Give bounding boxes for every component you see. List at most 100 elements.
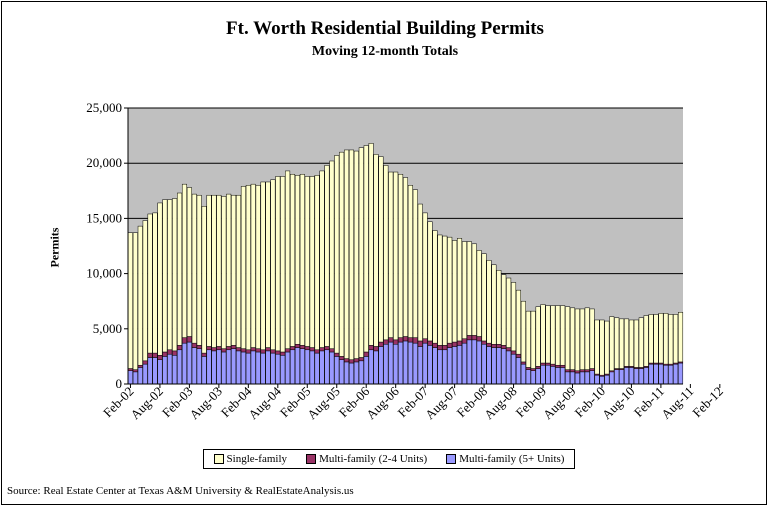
bar-single-family <box>211 194 217 348</box>
bar-mf-2-4 <box>442 345 448 351</box>
bar-single-family <box>506 277 512 348</box>
bar-single-family <box>275 176 281 352</box>
bar-mf-2-4 <box>383 339 389 345</box>
bar-mf-2-4 <box>491 344 497 348</box>
bar-single-family <box>226 193 232 347</box>
bar-single-family <box>240 186 246 349</box>
bar-mf-2-4 <box>550 363 556 367</box>
bar-single-family <box>388 171 394 338</box>
bar-mf-5plus <box>236 350 242 385</box>
bar-single-family <box>329 160 335 349</box>
bar-mf-5plus <box>132 371 138 385</box>
bar-mf-5plus <box>398 341 404 385</box>
bar-mf-5plus <box>579 371 585 385</box>
bar-mf-5plus <box>530 370 536 385</box>
bar-mf-2-4 <box>260 349 266 354</box>
bar-single-family <box>324 165 330 347</box>
bar-single-family <box>236 194 242 348</box>
bar-mf-5plus <box>550 366 556 385</box>
bar-single-family <box>294 175 300 345</box>
bar-mf-5plus <box>348 362 354 385</box>
bar-mf-5plus <box>412 342 418 385</box>
bar-mf-2-4 <box>339 356 345 360</box>
bar-single-family <box>344 149 350 359</box>
bar-single-family <box>216 194 222 347</box>
bar-single-family <box>250 183 256 348</box>
bar-single-family <box>147 213 153 354</box>
bar-single-family <box>560 305 566 366</box>
bar-mf-2-4 <box>172 350 178 356</box>
bar-mf-2-4 <box>417 340 423 347</box>
bar-mf-5plus <box>560 367 566 385</box>
bar-mf-2-4 <box>545 362 551 366</box>
bar-single-family <box>373 154 379 347</box>
bar-single-family <box>137 225 143 366</box>
permits-chart: 0 5,000 10,000 15,000 20,000 25,000 Feb-02Aug… <box>86 100 726 423</box>
bar-single-family <box>181 183 187 338</box>
bar-series <box>127 143 684 385</box>
bar-mf-2-4 <box>211 347 217 352</box>
axes <box>124 107 721 388</box>
bar-mf-5plus <box>319 350 325 385</box>
bar-mf-2-4 <box>280 351 286 356</box>
bar-mf-2-4 <box>167 349 173 355</box>
bar-single-family <box>290 173 296 347</box>
bar-mf-2-4 <box>147 352 153 358</box>
bar-mf-2-4 <box>412 337 418 344</box>
bar-mf-5plus <box>216 349 222 385</box>
bar-single-family <box>245 185 251 351</box>
x-tick-label: Feb-12 <box>689 384 726 421</box>
bar-mf-2-4 <box>255 348 261 353</box>
bar-mf-5plus <box>290 349 296 385</box>
x-tick-label: Aug-05 <box>304 384 343 423</box>
bar-mf-2-4 <box>540 362 546 366</box>
bar-mf-5plus <box>515 357 521 385</box>
bar-mf-5plus <box>368 349 374 385</box>
bar-single-family <box>457 238 463 342</box>
bar-mf-5plus <box>344 361 350 385</box>
bar-mf-2-4 <box>486 342 492 347</box>
bar-mf-5plus <box>221 351 227 385</box>
bar-mf-5plus <box>496 347 502 385</box>
bar-mf-2-4 <box>461 338 467 344</box>
bar-single-family <box>569 307 575 370</box>
bar-mf-5plus <box>393 344 399 385</box>
bar-mf-5plus <box>648 363 654 385</box>
bar-mf-5plus <box>442 349 448 385</box>
bar-single-family <box>363 145 369 353</box>
bar-mf-5plus <box>555 367 561 385</box>
bar-single-family <box>491 264 497 345</box>
bar-mf-2-4 <box>157 355 163 360</box>
bar-mf-2-4 <box>319 347 325 352</box>
bar-single-family <box>658 313 664 364</box>
bar-mf-5plus <box>653 363 659 385</box>
bar-mf-2-4 <box>348 359 354 364</box>
bar-single-family <box>412 189 418 338</box>
bar-mf-5plus <box>609 371 615 385</box>
legend-item-mf-5plus: Multi-family (5+ Units) <box>446 453 564 465</box>
bar-mf-5plus <box>501 348 507 385</box>
bar-mf-2-4 <box>334 352 340 357</box>
bar-mf-5plus <box>402 340 409 385</box>
bar-mf-2-4 <box>177 345 183 351</box>
y-tick-label: 15,000 <box>86 210 122 225</box>
bar-single-family <box>348 149 354 360</box>
mf-5plus-swatch <box>446 454 457 464</box>
bar-mf-5plus <box>363 356 369 385</box>
bar-mf-5plus <box>633 368 639 385</box>
y-tick-labels: 0 5,000 10,000 15,000 20,000 25,000 <box>86 100 122 391</box>
bar-mf-2-4 <box>250 347 256 352</box>
bar-mf-2-4 <box>574 370 580 374</box>
bar-mf-5plus <box>172 355 178 385</box>
bar-mf-2-4 <box>560 364 566 368</box>
bar-single-family <box>599 319 605 376</box>
bar-mf-5plus <box>137 367 143 385</box>
bar-single-family <box>270 179 276 351</box>
bar-mf-5plus <box>678 362 684 385</box>
bar-single-family <box>172 198 178 352</box>
x-tick-label: Aug-09 <box>540 384 579 423</box>
bar-mf-5plus <box>157 359 163 385</box>
bar-single-family <box>515 289 521 355</box>
bar-single-family <box>442 235 448 346</box>
bar-mf-2-4 <box>245 349 251 354</box>
